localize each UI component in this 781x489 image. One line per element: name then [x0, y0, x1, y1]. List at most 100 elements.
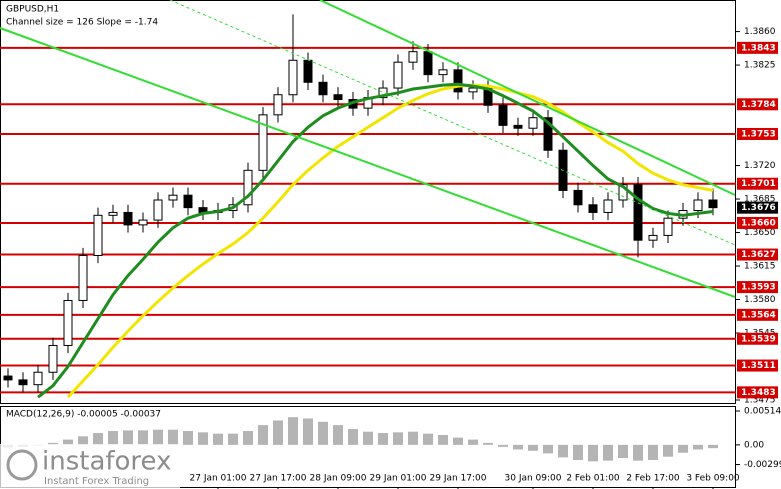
- y-tick-label: 1.3720: [744, 161, 776, 171]
- candle-body: [93, 214, 103, 257]
- macd-bar: [498, 444, 508, 447]
- x-tick-label: 29 Jan 01:00: [370, 474, 427, 484]
- candle-body: [573, 189, 583, 206]
- macd-bar: [408, 431, 418, 445]
- watermark-tagline: Instant Forex Trading: [44, 476, 149, 487]
- candle-body: [513, 124, 523, 129]
- macd-bar: [573, 444, 583, 460]
- x-tick-label: 2 Feb 17:00: [626, 474, 680, 484]
- level-label: 1.3753: [741, 129, 776, 139]
- macd-bar: [48, 442, 58, 445]
- macd-bar: [588, 444, 598, 462]
- macd-bar: [303, 418, 313, 445]
- last-price-box: [737, 201, 778, 214]
- macd-bar: [228, 433, 238, 445]
- macd-bar: [438, 434, 448, 445]
- candle-body: [318, 81, 328, 96]
- macd-bar: [393, 432, 403, 445]
- candle-body: [378, 87, 388, 99]
- level-label: 1.3483: [741, 388, 776, 398]
- macd-bar: [378, 433, 388, 445]
- y-tick-label: 1.3825: [744, 61, 776, 71]
- macd-bar: [78, 436, 88, 445]
- candle-body: [693, 199, 703, 212]
- macd-bar: [318, 421, 328, 445]
- macd-bar: [93, 433, 103, 445]
- level-box: [737, 216, 778, 229]
- channel-line: [319, 0, 736, 196]
- candle-body: [528, 117, 538, 129]
- x-tick-label: 27 Jan 17:00: [250, 474, 307, 484]
- candle-body: [288, 59, 298, 96]
- macd-bar: [693, 444, 703, 450]
- macd-bar: [513, 444, 523, 450]
- y-tick-label: 1.3475: [744, 396, 776, 406]
- candle-body: [333, 94, 343, 101]
- level-box: [737, 98, 778, 111]
- candle-body: [78, 255, 88, 301]
- level-box: [737, 359, 778, 372]
- watermark-brand: instaforex: [42, 447, 171, 477]
- macd-bar: [528, 444, 538, 451]
- macd-bar: [243, 431, 253, 445]
- macd-bar: [153, 429, 163, 445]
- channel-mid: [169, 0, 736, 246]
- candle-body: [3, 375, 13, 381]
- candle-body: [663, 217, 673, 236]
- level-label: 1.3564: [741, 310, 776, 320]
- candle-body: [603, 199, 613, 213]
- candle-body: [468, 87, 478, 93]
- x-tick-label: 2 Feb 01:00: [566, 474, 620, 484]
- chart-title: GBPUSD,H1: [6, 5, 59, 15]
- watermark-logo: [6, 449, 38, 481]
- macd-bar: [123, 430, 133, 445]
- macd-bar: [558, 444, 568, 458]
- macd-bar: [213, 433, 223, 445]
- macd-bar: [678, 444, 688, 453]
- chart-subtitle: Channel size = 126 Slope = -1.74: [6, 18, 158, 28]
- level-box: [737, 332, 778, 345]
- candle-body: [183, 194, 193, 209]
- candle-body: [498, 104, 508, 126]
- macd-bar: [483, 442, 493, 445]
- level-label: 1.3843: [741, 43, 776, 53]
- macd-bar: [273, 420, 283, 445]
- candle-body: [48, 344, 58, 373]
- watermark-bg: [0, 444, 180, 489]
- macd-bar: [63, 439, 73, 445]
- x-tick-label: 27 Jan 01:00: [190, 474, 247, 484]
- level-label: 1.3539: [741, 334, 776, 344]
- macd-tick-label: 0.00: [744, 440, 764, 450]
- macd-bar: [468, 439, 478, 445]
- macd-bar: [183, 431, 193, 445]
- level-label: 1.3627: [741, 250, 776, 260]
- last-price-label: 1.3676: [741, 203, 776, 213]
- candle-body: [423, 51, 433, 76]
- macd-tick-label: 0.00514: [744, 407, 781, 417]
- candle-body: [243, 169, 253, 206]
- candle-body: [168, 194, 178, 201]
- candle-body: [708, 199, 718, 209]
- macd-bar: [168, 429, 178, 445]
- candle-body: [453, 69, 463, 93]
- candle-body: [393, 61, 403, 89]
- candle-body: [273, 94, 283, 116]
- watermark: instaforex Instant Forex Trading: [0, 444, 180, 489]
- level-box: [737, 177, 778, 190]
- macd-bar: [333, 425, 343, 445]
- candle-body: [618, 184, 628, 201]
- level-box: [737, 127, 778, 140]
- macd-bar: [618, 444, 628, 459]
- macd-title: MACD(12,26,9) -0.00005 -0.00037: [6, 410, 161, 420]
- level-box: [737, 41, 778, 54]
- candle-body: [438, 69, 448, 76]
- candle-body: [123, 211, 133, 226]
- x-tick-label: 3 Feb 09:00: [686, 474, 740, 484]
- macd-bar: [108, 431, 118, 445]
- macd-bar: [663, 444, 673, 457]
- candle-body: [108, 211, 118, 216]
- macd-bar: [633, 444, 643, 461]
- level-label: 1.3593: [741, 283, 776, 293]
